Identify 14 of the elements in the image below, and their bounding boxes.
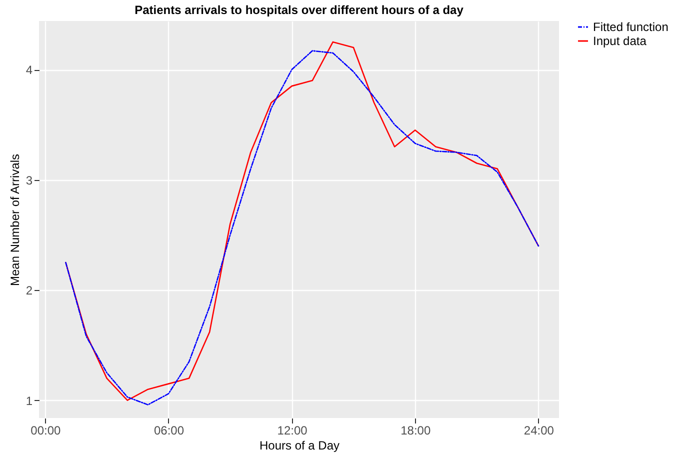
- legend-label: Fitted function: [593, 20, 668, 34]
- x-tick-label: 18:00: [400, 424, 431, 438]
- x-tick-label: 24:00: [524, 424, 554, 438]
- x-axis-title: Hours of a Day: [259, 438, 340, 452]
- y-tick-label: 1: [26, 394, 33, 408]
- legend-label: Input data: [593, 34, 647, 48]
- x-tick-label: 12:00: [277, 424, 308, 438]
- x-tick-label: 00:00: [30, 424, 62, 438]
- y-tick-label: 2: [26, 284, 33, 298]
- y-tick-label: 3: [26, 173, 33, 188]
- chart-title: Patients arrivals to hospitals over different hours of a day: [134, 3, 464, 17]
- x-tick-label: 06:00: [154, 424, 184, 438]
- y-axis-title: Mean Number of Arrivals: [8, 154, 22, 286]
- y-tick-label: 4: [26, 63, 33, 78]
